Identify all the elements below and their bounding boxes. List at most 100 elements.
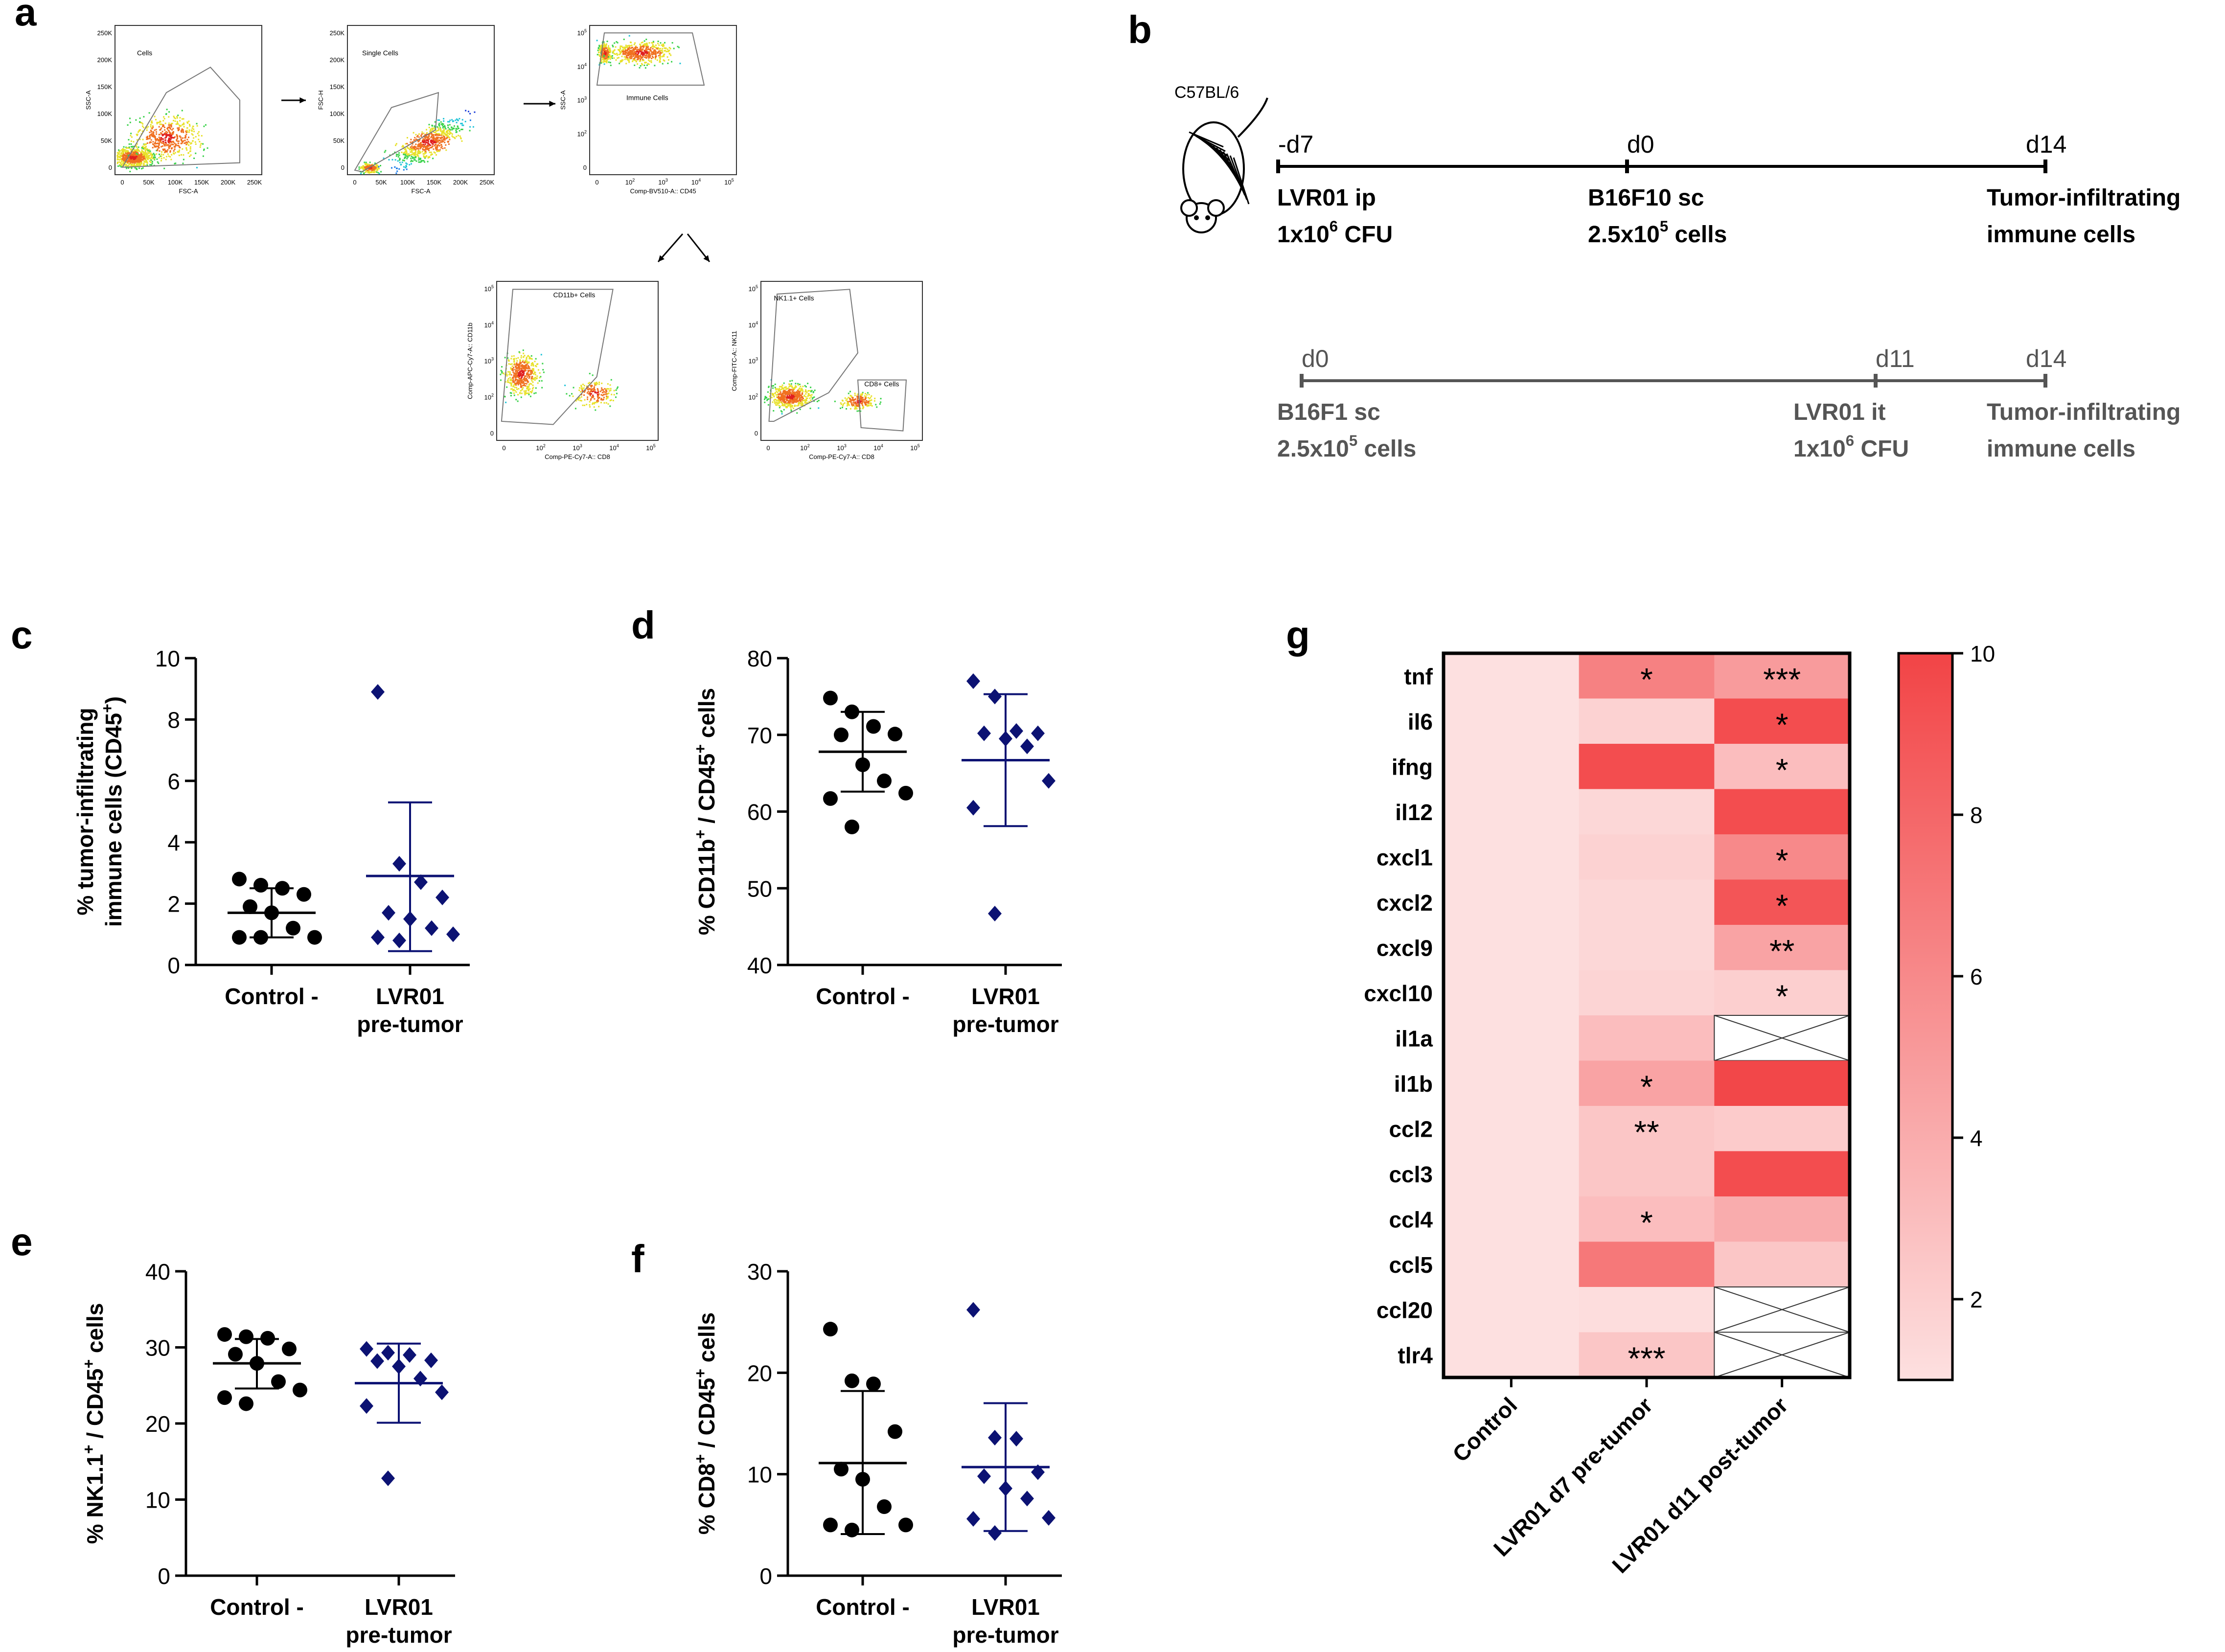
- flow-event: [404, 158, 406, 160]
- flow-event: [810, 387, 812, 389]
- flow-event: [432, 139, 434, 141]
- flow-event: [136, 149, 138, 151]
- flow-event: [461, 124, 463, 126]
- flow-event: [398, 154, 400, 156]
- flow-event: [518, 373, 520, 375]
- flow-event: [177, 123, 179, 125]
- flow-plot-frame: [760, 281, 923, 441]
- flow-event: [652, 46, 654, 47]
- flow-event: [163, 148, 165, 150]
- flow-event: [123, 159, 125, 161]
- flow-event: [189, 148, 191, 150]
- flow-event: [186, 138, 188, 140]
- y-tick-label: 200K: [330, 56, 345, 64]
- flow-event: [630, 58, 632, 60]
- flow-event: [513, 364, 515, 366]
- flow-event: [642, 45, 644, 46]
- data-point-lvr01: [381, 1345, 395, 1361]
- flow-event: [609, 50, 611, 52]
- flow-event: [138, 160, 140, 162]
- flow-event: [772, 401, 774, 403]
- flow-event: [531, 371, 533, 373]
- flow-event: [621, 55, 623, 57]
- flow-event: [411, 148, 413, 150]
- y-tick-label: 0: [755, 430, 758, 437]
- flow-event: [371, 171, 373, 173]
- flow-event: [140, 155, 142, 157]
- flow-event: [599, 390, 601, 392]
- flow-event: [633, 52, 635, 54]
- flow-event: [203, 125, 205, 127]
- flow-event: [531, 358, 533, 360]
- flow-event: [591, 390, 593, 392]
- flow-event: [603, 59, 605, 61]
- y-axis-label: % CD11b+ / CD45+ cells: [691, 688, 719, 935]
- flow-event: [165, 135, 167, 137]
- flow-event: [542, 363, 544, 365]
- flow-event: [449, 138, 451, 140]
- flow-event: [418, 152, 420, 154]
- flow-event: [794, 399, 796, 401]
- flow-event: [505, 381, 506, 383]
- flow-event: [416, 147, 418, 149]
- gene-label: ccl20: [1376, 1297, 1433, 1323]
- flow-event: [606, 52, 608, 54]
- text-part: 10: [484, 358, 491, 365]
- gene-label: il6: [1408, 709, 1433, 734]
- flow-event: [805, 398, 807, 400]
- flow-event: [667, 50, 669, 52]
- flow-event: [405, 164, 407, 166]
- flow-event: [537, 363, 539, 365]
- flow-event: [514, 382, 516, 384]
- flow-event: [533, 377, 535, 379]
- flow-event: [868, 402, 870, 404]
- flow-event: [637, 48, 639, 50]
- flow-event: [523, 356, 525, 358]
- superscript: 5: [1660, 218, 1668, 235]
- flow-event: [415, 134, 417, 136]
- flow-event: [587, 387, 589, 389]
- flow-event: [588, 383, 590, 385]
- flow-event: [431, 129, 433, 131]
- flow-event: [156, 123, 158, 125]
- flow-event: [783, 399, 785, 401]
- flow-event: [516, 360, 518, 362]
- flow-event: [526, 360, 528, 362]
- flow-event: [185, 148, 187, 150]
- flow-event: [144, 161, 146, 163]
- flow-event: [615, 59, 617, 61]
- flow-event: [402, 145, 404, 147]
- flow-event: [503, 372, 505, 374]
- flow-event: [457, 126, 459, 128]
- heatmap-cell: [1444, 789, 1580, 835]
- flow-event: [532, 364, 534, 366]
- flow-event: [640, 49, 642, 51]
- flow-event: [394, 159, 396, 161]
- flow-event: [603, 394, 605, 396]
- flow-event: [182, 137, 184, 139]
- flow-event: [121, 149, 123, 151]
- flow-event: [658, 44, 660, 46]
- flow-event: [866, 404, 868, 406]
- flow-event: [645, 47, 647, 49]
- heatmap-cell: [1714, 789, 1850, 835]
- flow-event: [846, 408, 848, 410]
- flow-event: [622, 51, 624, 53]
- y-tick-label: 100K: [330, 110, 345, 117]
- flow-event: [781, 394, 783, 396]
- x-tick-label: 50K: [375, 179, 387, 186]
- flow-event: [173, 153, 175, 155]
- flow-event: [580, 388, 582, 390]
- flow-event: [856, 405, 858, 407]
- flow-event: [645, 46, 647, 47]
- x-tick-label: 102: [536, 443, 546, 452]
- flow-event: [168, 138, 170, 140]
- flow-event: [603, 391, 605, 393]
- flow-event: [437, 119, 439, 121]
- flow-event: [167, 130, 169, 132]
- flow-event: [616, 52, 618, 54]
- flow-event: [800, 403, 802, 405]
- flow-event: [856, 393, 858, 395]
- flow-event: [521, 364, 523, 366]
- text-part: 10: [873, 444, 880, 452]
